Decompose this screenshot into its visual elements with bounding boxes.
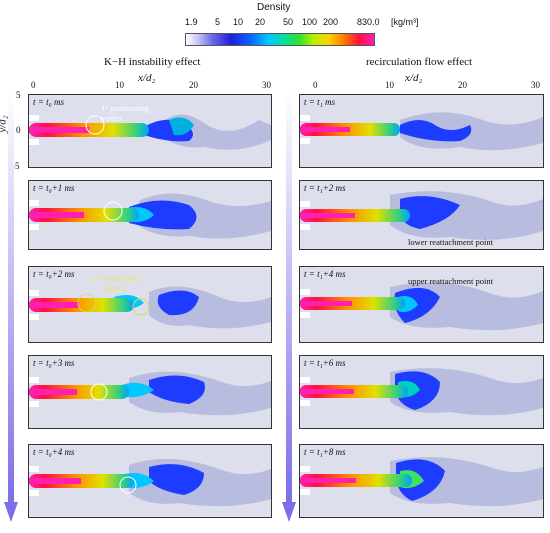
colorbar bbox=[185, 33, 375, 46]
column-title-right: recirculation flow effect bbox=[366, 56, 473, 68]
colorbar-tick: 830.0 bbox=[357, 17, 380, 27]
time-arrow-right bbox=[282, 92, 296, 522]
y-tick: 0 bbox=[16, 125, 21, 135]
x-axis-label-left: x/d₂ bbox=[138, 72, 156, 84]
density-panel-left-3: t = t₀+2 ms 2ⁿᵈ penetrating vortex bbox=[28, 266, 272, 343]
time-label: t = t₀+4 ms bbox=[33, 447, 75, 457]
time-label: t = t₀+2 ms bbox=[33, 269, 75, 279]
density-panel-right-5: t = t₁+8 ms bbox=[299, 444, 544, 518]
density-panel-right-2: t = t₁+2 ms lower reattachment point bbox=[299, 180, 544, 250]
y-tick: -5 bbox=[12, 161, 20, 171]
x-tick: 20 bbox=[189, 80, 198, 90]
colorbar-tick: 100 bbox=[302, 17, 318, 27]
x-tick: 30 bbox=[262, 80, 271, 90]
annotation-upper-reattachment: upper reattachment point bbox=[408, 276, 493, 286]
colorbar-tick: 5 bbox=[215, 17, 221, 27]
time-label: t = t₀+3 ms bbox=[33, 358, 75, 368]
column-title-left: K−H instability effect bbox=[104, 56, 201, 68]
x-tick: 30 bbox=[531, 80, 540, 90]
density-panel-left-1: t = t₀ ms 1ˢᵗ penetrating vortex bbox=[28, 94, 272, 168]
time-label: t = t₁+2 ms bbox=[304, 183, 346, 193]
annotation-vortex1: 1ˢᵗ penetrating bbox=[101, 103, 150, 113]
density-panel-right-1: t = t₁ ms bbox=[299, 94, 544, 168]
colorbar-title: Density bbox=[257, 2, 291, 13]
y-tick: 5 bbox=[16, 90, 21, 100]
colorbar-tick: 200 bbox=[323, 17, 339, 27]
x-tick: 0 bbox=[313, 80, 318, 90]
time-label: t = t₀ ms bbox=[33, 97, 64, 107]
time-label: t = t₀+1 ms bbox=[33, 183, 75, 193]
density-panel-right-3: t = t₁+4 ms upper reattachment point bbox=[299, 266, 544, 343]
annotation-vortex2: 2ⁿᵈ penetrating bbox=[91, 273, 141, 283]
x-tick: 10 bbox=[385, 80, 394, 90]
annotation-vortex2-b: vortex bbox=[103, 283, 125, 293]
time-label: t = t₁+4 ms bbox=[304, 269, 346, 279]
x-tick: 20 bbox=[458, 80, 467, 90]
time-label: t = t₁+8 ms bbox=[304, 447, 346, 457]
time-label: t = t₁ ms bbox=[304, 97, 335, 107]
annotation-vortex1-b: vortex bbox=[101, 113, 123, 123]
colorbar-tick: 50 bbox=[283, 17, 294, 27]
colorbar-tick: 10 bbox=[233, 17, 244, 27]
x-axis-label-right: x/d₂ bbox=[405, 72, 423, 84]
colorbar-tick: 20 bbox=[255, 17, 266, 27]
annotation-lower-reattachment: lower reattachment point bbox=[408, 237, 493, 247]
colorbar-unit: [kg/m³] bbox=[391, 17, 419, 27]
x-tick: 0 bbox=[31, 80, 36, 90]
density-panel-right-4: t = t₁+6 ms bbox=[299, 355, 544, 429]
density-panel-left-2: t = t₀+1 ms bbox=[28, 180, 272, 250]
time-arrow-left bbox=[4, 92, 18, 522]
colorbar-tick: 1.9 bbox=[185, 17, 198, 27]
x-tick: 10 bbox=[115, 80, 124, 90]
density-panel-left-4: t = t₀+3 ms bbox=[28, 355, 272, 429]
density-panel-left-5: t = t₀+4 ms bbox=[28, 444, 272, 518]
time-label: t = t₁+6 ms bbox=[304, 358, 346, 368]
